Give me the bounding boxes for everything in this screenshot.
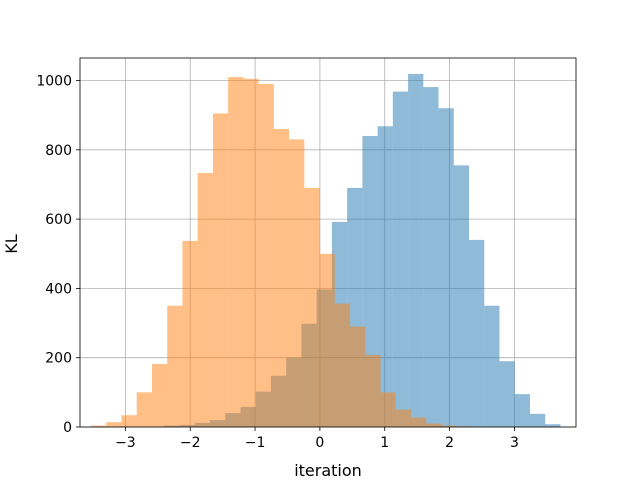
histogram-bar bbox=[304, 187, 320, 427]
x-tick-label: −2 bbox=[180, 435, 201, 451]
histogram-bar bbox=[423, 87, 439, 428]
plot-frame bbox=[79, 57, 577, 428]
histogram-bar bbox=[350, 326, 366, 427]
histogram-bar bbox=[289, 139, 305, 427]
histogram-bar bbox=[484, 305, 500, 427]
histogram-bar bbox=[426, 423, 442, 427]
histogram-bar bbox=[258, 83, 274, 428]
y-tick-label: 200 bbox=[45, 351, 72, 367]
bars bbox=[91, 73, 561, 428]
histogram-bar bbox=[365, 354, 381, 427]
x-tick-label: 0 bbox=[315, 435, 324, 451]
histogram-series-2 bbox=[91, 77, 472, 428]
histogram-bar bbox=[228, 77, 244, 427]
ticks: −3 −2 −1 0 1 2 3 0 200 400 600 800 1000 bbox=[36, 74, 519, 451]
y-tick-label: 400 bbox=[45, 281, 72, 297]
x-tick-label: −1 bbox=[245, 435, 266, 451]
histogram-bar bbox=[441, 425, 457, 427]
histogram-bar bbox=[182, 240, 198, 427]
histogram-bar bbox=[319, 253, 335, 427]
x-tick-label: 3 bbox=[510, 435, 519, 451]
histogram-bar bbox=[453, 165, 470, 427]
histogram-bar bbox=[121, 415, 137, 427]
histogram-bar bbox=[362, 135, 378, 427]
x-tick-label: 1 bbox=[380, 435, 389, 451]
histogram-bar bbox=[529, 413, 546, 427]
y-tick-label: 600 bbox=[45, 212, 72, 228]
histogram-bar bbox=[469, 239, 485, 427]
histogram-bar bbox=[243, 78, 259, 428]
y-tick-label: 1000 bbox=[36, 74, 72, 90]
histogram-bar bbox=[438, 108, 454, 427]
x-axis-title: iteration bbox=[294, 461, 362, 480]
histogram-bar bbox=[91, 425, 107, 427]
histogram-bar bbox=[408, 73, 424, 428]
y-tick-label: 800 bbox=[45, 143, 72, 159]
histogram-bar bbox=[151, 363, 168, 427]
histogram-bar bbox=[197, 173, 213, 427]
histogram-bar bbox=[136, 392, 152, 427]
histogram-bar bbox=[273, 129, 290, 427]
histogram-bar bbox=[395, 409, 411, 427]
histogram-bar bbox=[334, 303, 351, 427]
histogram-bar bbox=[410, 417, 427, 427]
histogram-bar bbox=[514, 394, 530, 427]
histogram-bar bbox=[545, 424, 561, 427]
histogram-bar bbox=[377, 126, 393, 427]
y-tick-label: 0 bbox=[63, 420, 72, 436]
y-axis-title: KL bbox=[2, 234, 21, 253]
histogram-bar bbox=[499, 361, 515, 427]
histogram-bar bbox=[212, 113, 229, 428]
histogram-bar bbox=[106, 422, 122, 427]
histogram-bar bbox=[167, 305, 183, 427]
axes bbox=[79, 57, 577, 428]
x-tick-label: 2 bbox=[445, 435, 454, 451]
histogram-bar bbox=[392, 91, 409, 427]
histogram-bar bbox=[380, 392, 396, 427]
x-tick-label: −3 bbox=[115, 435, 136, 451]
